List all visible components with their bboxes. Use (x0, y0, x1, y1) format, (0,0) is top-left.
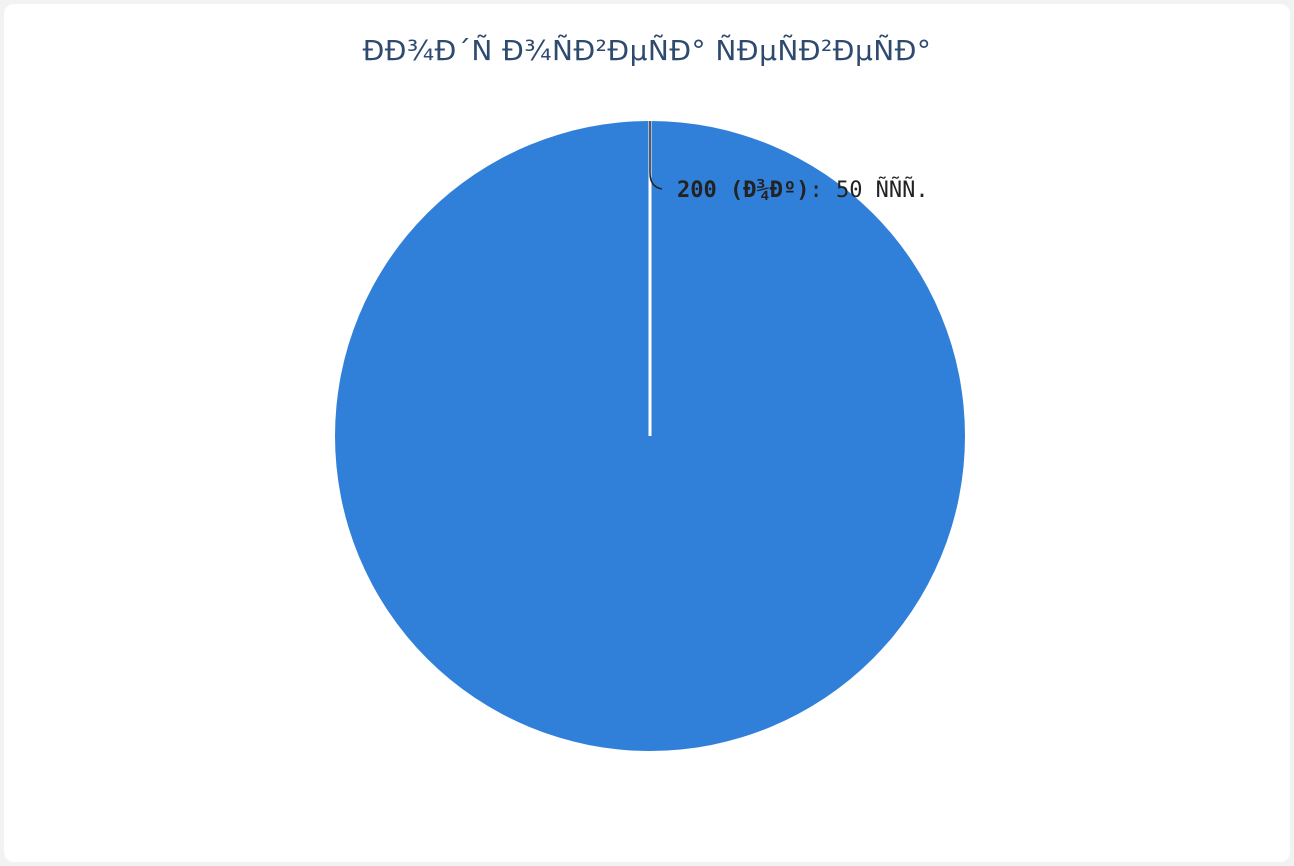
labels-layer: 200 (Ð¾Ðº): 50 ÑÑÑ. (649, 121, 929, 203)
leader-line-0 (649, 121, 663, 190)
slice-label-value: : 50 ÑÑÑ. (809, 176, 928, 203)
slice-label-name: 200 (Ð¾Ðº) (677, 178, 809, 203)
chart-title: ÐÐ¾Ð´Ñ Ð¾ÑÐ²ÐµÑÐ° ÑÐµÑÐ²ÐµÑÐ° (362, 34, 932, 67)
slices-layer (335, 121, 965, 751)
slice-label-0: 200 (Ð¾Ðº): 50 ÑÑÑ. (677, 176, 929, 203)
